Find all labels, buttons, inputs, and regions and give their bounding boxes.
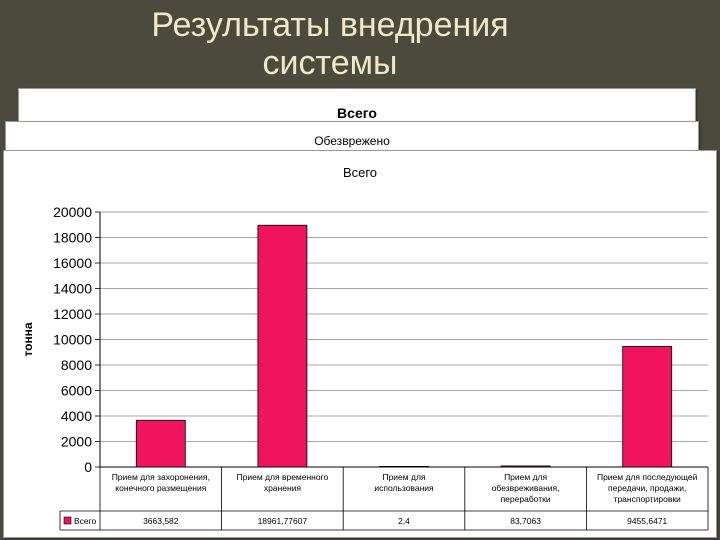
slide-title-line-2: системы [262, 44, 398, 82]
chart-title: Всего [343, 165, 377, 180]
x-category-label: Прием для временного [237, 472, 329, 482]
y-tick-label: 12000 [53, 306, 92, 322]
bar [257, 224, 308, 468]
y-tick-label: 10000 [53, 332, 92, 348]
bar [135, 419, 186, 468]
panel-caption-total: Всего [337, 105, 377, 121]
legend-label: Всего [74, 516, 97, 526]
x-category-label: Прием для [382, 472, 425, 482]
y-tick-label: 16000 [53, 255, 92, 271]
slide-title-line-1: Результаты внедрения [151, 6, 509, 44]
slide-title: Результаты внедрения системы [60, 6, 600, 82]
x-category-label: конечного размещения [115, 483, 206, 493]
x-category-label: Прием для [504, 472, 547, 482]
x-category-label: использования [374, 483, 434, 493]
data-label: 3663,582 [143, 516, 179, 526]
x-category-label: хранения [264, 483, 302, 493]
data-label: 83,7063 [510, 516, 541, 526]
y-tick-label: 8000 [61, 357, 92, 373]
bar [379, 465, 429, 468]
chart-panel-total-front: Всего тонна 0 2000 4000 6000 8000 10000 12000 140… [3, 150, 717, 538]
legend-key [63, 516, 72, 525]
x-category-label: Прием для захоронения, [112, 472, 210, 482]
bar [500, 465, 551, 468]
panel-caption-neutralized: Обезврежено [314, 134, 390, 148]
x-category-label: Прием для последующей [597, 472, 698, 482]
y-tick-label: 2000 [61, 434, 92, 450]
y-tick-label: 4000 [61, 408, 92, 424]
bar [622, 346, 673, 468]
y-tick-label: 14000 [53, 281, 92, 297]
x-category-label: передачи, продажи, [608, 483, 686, 493]
x-category-label: переработки [501, 494, 551, 504]
x-category-label: транспортировки [614, 494, 681, 504]
data-label: 2,4 [398, 516, 410, 526]
y-tick-label: 18000 [53, 230, 92, 246]
y-tick-label: 6000 [61, 383, 92, 399]
y-tick-label: 0 [84, 459, 92, 475]
x-category-label: обезвреживания, [492, 483, 560, 493]
data-label: 9455,6471 [627, 516, 667, 526]
y-axis-label: тонна [21, 322, 35, 357]
y-tick-label: 20000 [53, 204, 92, 220]
data-label: 18961,77607 [258, 516, 308, 526]
bar-chart: Всего тонна 0 2000 4000 6000 8000 10000 12000 140… [21, 165, 709, 531]
